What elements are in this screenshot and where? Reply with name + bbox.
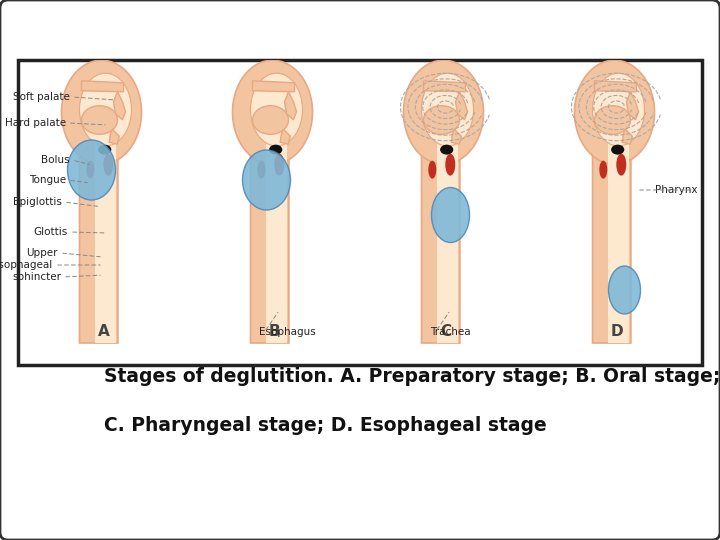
- Polygon shape: [280, 129, 290, 144]
- Ellipse shape: [233, 60, 312, 164]
- Ellipse shape: [595, 106, 631, 134]
- Ellipse shape: [575, 60, 654, 164]
- Polygon shape: [626, 92, 639, 120]
- Polygon shape: [622, 129, 632, 144]
- Text: esophageal: esophageal: [0, 260, 53, 270]
- Ellipse shape: [243, 150, 290, 210]
- Polygon shape: [114, 92, 125, 120]
- Text: Tongue: Tongue: [29, 175, 66, 185]
- Ellipse shape: [616, 154, 626, 176]
- Polygon shape: [456, 92, 467, 120]
- Polygon shape: [253, 81, 294, 92]
- Text: Glottis: Glottis: [34, 227, 68, 237]
- Text: Hard palate: Hard palate: [5, 118, 66, 128]
- Text: Bolus: Bolus: [41, 155, 70, 165]
- Ellipse shape: [257, 160, 265, 179]
- Ellipse shape: [423, 106, 459, 134]
- Ellipse shape: [593, 73, 644, 146]
- Ellipse shape: [440, 145, 454, 154]
- Ellipse shape: [253, 106, 289, 134]
- Ellipse shape: [428, 160, 436, 179]
- Polygon shape: [109, 129, 120, 144]
- Ellipse shape: [86, 160, 94, 179]
- Polygon shape: [95, 128, 115, 343]
- Ellipse shape: [81, 106, 117, 134]
- Ellipse shape: [421, 73, 474, 146]
- Ellipse shape: [274, 154, 284, 176]
- Polygon shape: [81, 81, 124, 92]
- Ellipse shape: [608, 266, 641, 314]
- Ellipse shape: [251, 73, 302, 146]
- Text: Epiglottis: Epiglottis: [13, 197, 62, 207]
- Polygon shape: [451, 129, 462, 144]
- Polygon shape: [593, 128, 631, 343]
- Ellipse shape: [269, 145, 282, 154]
- Polygon shape: [251, 128, 289, 343]
- Text: Soft palate: Soft palate: [13, 92, 70, 102]
- Polygon shape: [423, 81, 466, 92]
- Ellipse shape: [79, 73, 132, 146]
- Polygon shape: [608, 128, 629, 343]
- Polygon shape: [437, 128, 457, 343]
- Ellipse shape: [445, 154, 455, 176]
- Polygon shape: [595, 81, 636, 92]
- Ellipse shape: [403, 60, 484, 164]
- Text: A: A: [98, 324, 109, 339]
- Ellipse shape: [68, 140, 115, 200]
- Ellipse shape: [61, 60, 142, 164]
- Text: B: B: [269, 324, 280, 339]
- Bar: [18, 60, 702, 365]
- Polygon shape: [79, 128, 118, 343]
- Polygon shape: [266, 128, 287, 343]
- Text: Stages of deglutition. A. Preparatory stage; B. Oral stage;: Stages of deglutition. A. Preparatory st…: [104, 367, 720, 386]
- Ellipse shape: [611, 145, 624, 154]
- Text: D: D: [610, 324, 623, 339]
- Ellipse shape: [431, 187, 469, 242]
- Text: C: C: [440, 324, 451, 339]
- Text: Pharynx: Pharynx: [654, 185, 697, 195]
- Text: Upper: Upper: [27, 248, 58, 258]
- Text: C. Pharyngeal stage; D. Esophageal stage: C. Pharyngeal stage; D. Esophageal stage: [104, 416, 547, 435]
- Polygon shape: [284, 92, 297, 120]
- Text: Trachea: Trachea: [431, 327, 471, 337]
- Ellipse shape: [98, 145, 112, 154]
- Ellipse shape: [103, 154, 113, 176]
- Ellipse shape: [599, 160, 607, 179]
- Polygon shape: [421, 128, 460, 343]
- Text: sphincter: sphincter: [12, 272, 61, 282]
- Text: Esophagus: Esophagus: [259, 327, 316, 337]
